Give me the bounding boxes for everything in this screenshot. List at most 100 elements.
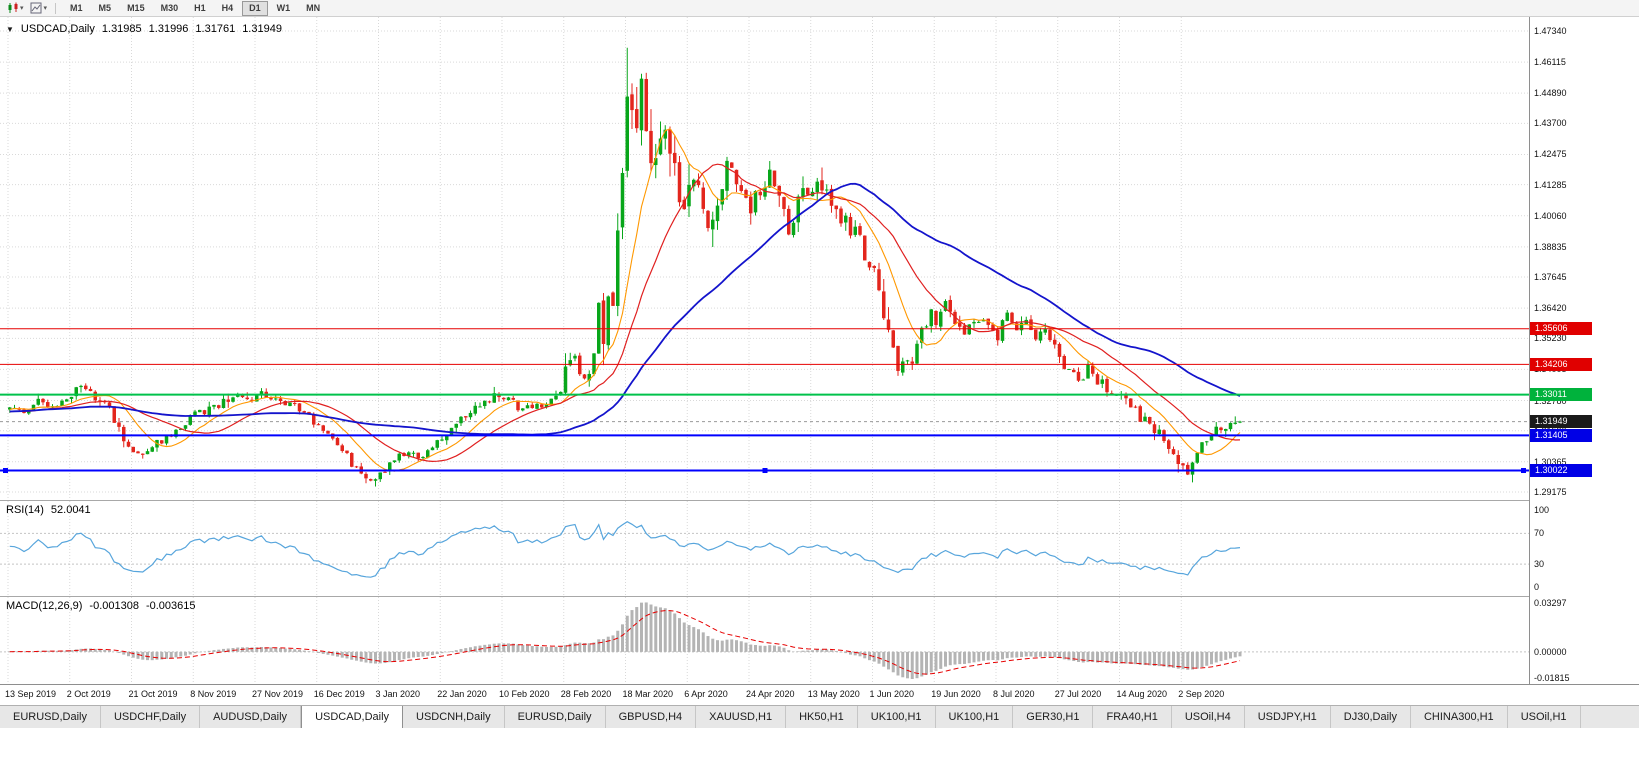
current-price-label: 1.31949: [1530, 415, 1592, 429]
date-tick-label: 14 Aug 2020: [1116, 689, 1168, 699]
date-tick-label: 21 Oct 2019: [128, 689, 178, 699]
timeframe-button-m1[interactable]: M1: [70, 2, 83, 13]
timeframe-button-h1[interactable]: H1: [194, 2, 206, 13]
price-tick-label: 1.36420: [1534, 303, 1567, 314]
moving-average-21: [9, 163, 1241, 463]
chart-tab-xauusd-h1[interactable]: XAUUSD,H1: [696, 706, 787, 728]
timeframe-buttons: M1 M5 M15 M30 H1 H4 D1 W1 MN: [62, 0, 328, 16]
macd-label: MACD(12,26,9): [6, 600, 83, 612]
chart-tab-china300-h1[interactable]: CHINA300,H1: [1411, 706, 1508, 728]
date-tick-label: 24 Apr 2020: [746, 689, 795, 699]
price-tick-label: 1.40060: [1534, 210, 1567, 221]
chart-tab-usdchf-daily[interactable]: USDCHF,Daily: [101, 706, 201, 728]
chart-marker-icon: ▼: [6, 25, 14, 34]
rsi-value: 52.0041: [50, 504, 91, 516]
panel-splitter[interactable]: [0, 500, 1639, 501]
chart-tab-usdcad-daily[interactable]: USDCAD,Daily: [301, 706, 404, 728]
price-level-label: 1.34206: [1530, 357, 1592, 371]
timeframe-button-d1[interactable]: D1: [242, 0, 268, 16]
main-price-chart[interactable]: [0, 17, 1529, 500]
price-level-label: 1.35606: [1530, 322, 1592, 336]
chart-title: ▼ USDCAD,Daily 1.31985 1.31996 1.31761 1…: [6, 23, 282, 35]
chart-tab-eurusd-daily[interactable]: EURUSD,Daily: [505, 706, 606, 728]
date-tick-label: 3 Jan 2020: [375, 689, 421, 699]
symbol-title: USDCAD,Daily: [20, 23, 95, 35]
price-tick-label: 1.42475: [1534, 149, 1567, 160]
ohlc-close: 1.31949: [242, 23, 282, 35]
price-tick-label: 1.43700: [1534, 118, 1567, 129]
date-tick-label: 18 Mar 2020: [622, 689, 674, 699]
date-tick-label: 8 Nov 2019: [190, 689, 237, 699]
chart-tab-usdcnh-daily[interactable]: USDCNH,Daily: [403, 706, 505, 728]
rsi-line: [9, 521, 1241, 578]
price-scale[interactable]: 1.47340 1.46115 1.44890 1.43700 1.42475 1.412…: [1529, 17, 1639, 684]
line-handle[interactable]: [3, 468, 8, 474]
date-tick-label: 2 Sep 2020: [1178, 689, 1225, 699]
chart-tab-eurusd-daily[interactable]: EURUSD,Daily: [0, 706, 101, 728]
panel-splitter[interactable]: [0, 596, 1639, 597]
macd-signal-value: -0.003615: [145, 600, 196, 612]
chart-tab-uk100-h1[interactable]: UK100,H1: [936, 706, 1014, 728]
date-tick-label: 13 Sep 2019: [5, 689, 57, 699]
rsi-scale-label: 70: [1534, 528, 1545, 539]
timeframe-button-m15[interactable]: M15: [127, 2, 145, 13]
macd-scale-label: 0.00000: [1534, 646, 1567, 657]
time-axis[interactable]: 13 Sep 2019 2 Oct 2019 21 Oct 2019 8 Nov 20…: [0, 684, 1639, 704]
date-tick-label: 27 Nov 2019: [252, 689, 304, 699]
macd-scale-label: -0.01815: [1534, 673, 1570, 683]
macd-scale-label: 0.03297: [1534, 598, 1567, 608]
timeframe-button-m30[interactable]: M30: [160, 2, 179, 13]
chart-tab-gbpusd-h4[interactable]: GBPUSD,H4: [606, 706, 697, 728]
timeframe-button-m5[interactable]: M5: [98, 2, 112, 13]
rsi-scale-label: 100: [1534, 505, 1550, 516]
rsi-scale-label: 30: [1534, 559, 1545, 570]
line-handle[interactable]: [762, 468, 768, 474]
chart-tab-usoil-h1[interactable]: USOil,H1: [1508, 706, 1581, 728]
chart-tab-fra40-h1[interactable]: FRA40,H1: [1093, 706, 1172, 728]
date-tick-label: 6 Apr 2020: [684, 689, 728, 699]
date-tick-label: 8 Jul 2020: [993, 689, 1035, 699]
macd-indicator-chart[interactable]: [0, 597, 1529, 683]
line-handle[interactable]: [1521, 468, 1526, 474]
chart-tabs-bar: EURUSD,Daily USDCHF,Daily AUDUSD,Daily USDC…: [0, 705, 1639, 728]
chart-grid-icon[interactable]: [29, 2, 44, 15]
toolbar: ▾ ▾ M1 M5 M15 M30 H1 H4 D1 W1 MN: [0, 0, 1639, 17]
chart-tab-uk100-h1[interactable]: UK100,H1: [858, 706, 936, 728]
timeframe-button-mn[interactable]: MN: [306, 2, 321, 13]
price-tick-label: 1.38835: [1534, 241, 1567, 252]
ohlc-low: 1.31761: [195, 23, 236, 35]
rsi-label: RSI(14): [6, 504, 44, 516]
price-tick-label: 1.46115: [1534, 57, 1566, 68]
chart-tab-usdjpy-h1[interactable]: USDJPY,H1: [1245, 706, 1331, 728]
price-tick-label: 1.37645: [1534, 272, 1567, 283]
rsi-header: RSI(14) 52.0041: [6, 504, 91, 516]
price-tick-label: 1.47340: [1534, 25, 1567, 36]
toolbar-separator: [55, 2, 57, 14]
price-level-label: 1.30022: [1530, 464, 1592, 477]
timeframe-button-w1[interactable]: W1: [276, 2, 291, 13]
ohlc-high: 1.31996: [148, 23, 189, 35]
date-tick-label: 19 Jun 2020: [931, 689, 981, 699]
candlestick-chart-icon[interactable]: [5, 2, 20, 15]
rsi-indicator-chart[interactable]: [0, 501, 1529, 595]
price-tick-label: 1.41285: [1534, 179, 1567, 190]
date-tick-label: 27 Jul 2020: [1054, 689, 1102, 699]
chart-tab-ger30-h1[interactable]: GER30,H1: [1013, 706, 1094, 728]
chart-tab-audusd-daily[interactable]: AUDUSD,Daily: [200, 706, 302, 728]
chevron-down-icon[interactable]: ▾: [20, 5, 24, 12]
date-tick-label: 28 Feb 2020: [560, 689, 612, 699]
ohlc-open: 1.31985: [101, 23, 142, 35]
price-tick-label: 1.35230: [1534, 333, 1567, 344]
chart-tab-usoil-h4[interactable]: USOil,H4: [1172, 706, 1245, 728]
chart-tab-hk50-h1[interactable]: HK50,H1: [786, 706, 858, 728]
chevron-down-icon[interactable]: ▾: [43, 5, 48, 12]
rsi-scale-label: 0: [1534, 582, 1540, 593]
chart-tab-dj30-daily[interactable]: DJ30,Daily: [1331, 706, 1411, 728]
price-tick-label: 1.44890: [1534, 88, 1567, 99]
date-tick-label: 22 Jan 2020: [437, 689, 487, 699]
date-tick-label: 2 Oct 2019: [66, 689, 111, 699]
price-tick-label: 1.29175: [1534, 487, 1567, 497]
timeframe-button-h4[interactable]: H4: [221, 2, 234, 13]
price-tick-label: 1.30365: [1534, 456, 1567, 467]
